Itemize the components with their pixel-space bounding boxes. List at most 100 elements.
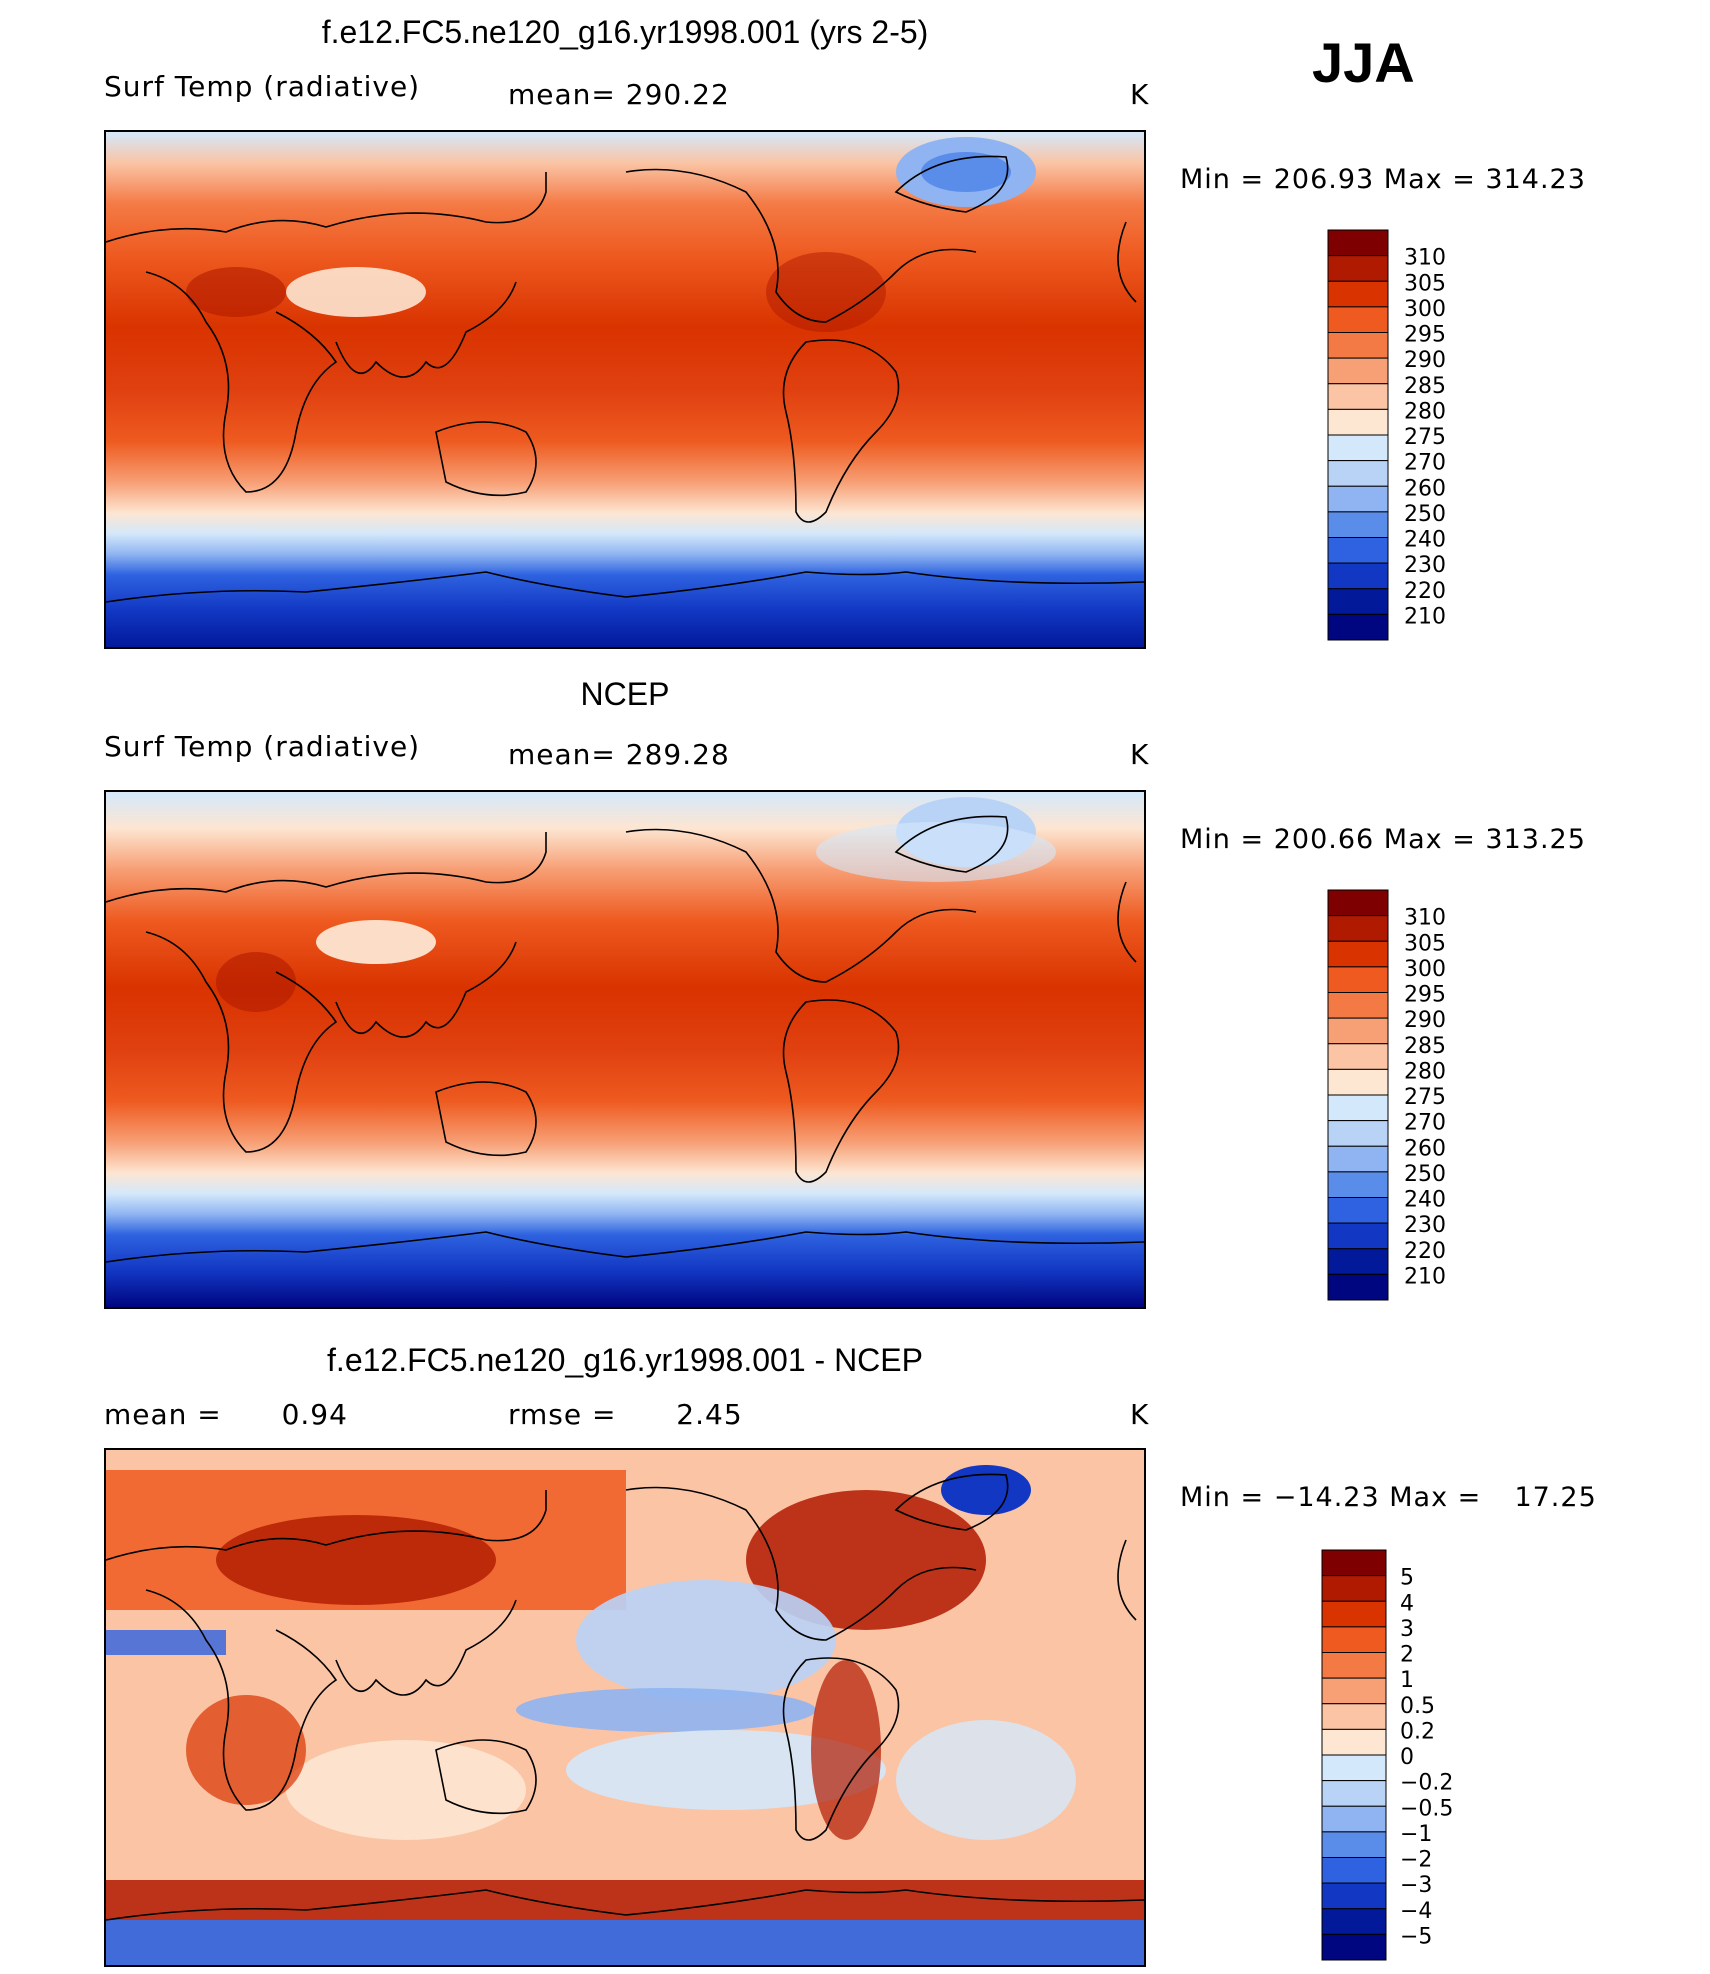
colorbar-tick-label: 300 bbox=[1404, 957, 1446, 982]
colorbar-tick-label: −4 bbox=[1400, 1899, 1432, 1924]
colorbar-swatch bbox=[1327, 1222, 1389, 1250]
panel-3-min-value: −14.23 bbox=[1273, 1482, 1380, 1513]
colorbar-swatch bbox=[1327, 511, 1389, 538]
colorbar-tick-label: −0.2 bbox=[1400, 1771, 1453, 1796]
panel-2-colorbar: 3103053002952902852802752702602502402302… bbox=[1327, 889, 1446, 1301]
colorbar-swatch bbox=[1321, 1549, 1387, 1577]
colorbar-swatch bbox=[1327, 889, 1389, 917]
colorbar-swatch bbox=[1327, 383, 1389, 410]
panel-1-min-value: 206.93 bbox=[1273, 164, 1375, 195]
colorbar-tick-label: 250 bbox=[1404, 502, 1446, 527]
panel-3-mean: mean = 0.94 bbox=[104, 1398, 348, 1431]
colorbar-swatch bbox=[1327, 357, 1389, 385]
colorbar-swatch bbox=[1321, 1652, 1387, 1679]
colorbar-tick-label: −2 bbox=[1400, 1848, 1432, 1873]
panel-1-title: f.e12.FC5.ne120_g16.yr1998.001 (yrs 2-5) bbox=[321, 14, 929, 50]
colorbar-swatch bbox=[1327, 588, 1389, 615]
colorbar-swatch bbox=[1321, 1754, 1387, 1782]
colorbar-swatch bbox=[1321, 1780, 1387, 1807]
colorbar-swatch bbox=[1327, 485, 1389, 513]
panel-3-max-value: 17.25 bbox=[1514, 1482, 1597, 1513]
colorbar-tick-label: 305 bbox=[1404, 931, 1446, 956]
colorbar-swatch bbox=[1327, 966, 1389, 993]
panel-3-rmse: rmse = 2.45 bbox=[508, 1398, 743, 1431]
colorbar-tick-label: 280 bbox=[1404, 399, 1446, 424]
panel-2-min-value: 200.66 bbox=[1273, 824, 1375, 855]
colorbar-tick-label: 1 bbox=[1400, 1668, 1414, 1693]
colorbar-swatch bbox=[1321, 1933, 1387, 1961]
panel-1-units: K bbox=[1130, 78, 1150, 111]
colorbar-swatch bbox=[1327, 332, 1389, 359]
colorbar-tick-label: 240 bbox=[1404, 1188, 1446, 1213]
colorbar-tick-label: 290 bbox=[1404, 348, 1446, 373]
colorbar-tick-label: 240 bbox=[1404, 528, 1446, 553]
panel-3-title: f.e12.FC5.ne120_g16.yr1998.001 - NCEP bbox=[327, 1342, 923, 1378]
colorbar-tick-label: 220 bbox=[1404, 1239, 1446, 1264]
panel-1-mean: mean= 290.22 bbox=[508, 78, 730, 111]
panel-1-min-label: Min = bbox=[1180, 164, 1265, 195]
panel-2-mean: mean= 289.28 bbox=[508, 738, 730, 771]
colorbar-tick-label: −5 bbox=[1400, 1924, 1432, 1949]
panel-3-map-svg bbox=[106, 1450, 1144, 1965]
colorbar-tick-label: 290 bbox=[1404, 1008, 1446, 1033]
panel-2-units: K bbox=[1130, 738, 1150, 771]
panel-1-colorbar: 3103053002952902852802752702602502402302… bbox=[1327, 229, 1446, 641]
panel-3-map bbox=[104, 1448, 1146, 1967]
colorbar-swatch bbox=[1321, 1703, 1387, 1730]
panel-1-minmax: Min = 206.93 Max = 314.23 bbox=[1180, 164, 1586, 195]
colorbar-swatch bbox=[1321, 1882, 1387, 1910]
colorbar-swatch bbox=[1327, 434, 1389, 462]
panel-1-mean-label: mean= bbox=[508, 78, 616, 111]
season-label: JJA bbox=[1312, 31, 1415, 94]
colorbar-tick-label: 230 bbox=[1404, 553, 1446, 578]
colorbar-tick-label: 285 bbox=[1404, 374, 1446, 399]
colorbar-swatch bbox=[1327, 1145, 1389, 1173]
colorbar-swatch bbox=[1327, 940, 1389, 968]
colorbar-tick-label: 285 bbox=[1404, 1034, 1446, 1059]
panel-2-title: NCEP bbox=[580, 676, 670, 712]
colorbar-tick-label: −1 bbox=[1400, 1822, 1432, 1847]
colorbar-swatch bbox=[1327, 613, 1389, 641]
colorbar-swatch bbox=[1327, 1171, 1389, 1198]
colorbar-tick-label: 275 bbox=[1404, 425, 1446, 450]
colorbar-swatch bbox=[1327, 280, 1389, 308]
panel-2-min-label: Min = bbox=[1180, 824, 1265, 855]
colorbar-swatch bbox=[1321, 1626, 1387, 1653]
colorbar-swatch bbox=[1327, 1068, 1389, 1096]
colorbar-tick-label: 295 bbox=[1404, 983, 1446, 1008]
colorbar-swatch bbox=[1327, 1120, 1389, 1147]
colorbar-tick-label: 260 bbox=[1404, 476, 1446, 501]
panel-1-variable: Surf Temp (radiative) bbox=[104, 70, 421, 103]
colorbar-swatch bbox=[1327, 229, 1389, 257]
colorbar-swatch bbox=[1327, 1273, 1389, 1301]
colorbar-tick-label: 310 bbox=[1404, 246, 1446, 271]
colorbar-swatch bbox=[1327, 408, 1389, 436]
panel-2-map bbox=[104, 790, 1146, 1309]
panel-3-rmse-value: 2.45 bbox=[676, 1398, 743, 1431]
colorbar-tick-label: −0.5 bbox=[1400, 1796, 1453, 1821]
colorbar-swatch bbox=[1321, 1728, 1387, 1756]
panel-1-map bbox=[104, 130, 1146, 649]
panel-3-mean-label: mean = bbox=[104, 1398, 222, 1431]
panel-3-max-label: Max = bbox=[1389, 1482, 1482, 1513]
colorbar-swatch bbox=[1327, 255, 1389, 282]
panel-1-map-svg bbox=[106, 132, 1144, 647]
colorbar-swatch bbox=[1327, 537, 1389, 564]
colorbar-tick-label: 4 bbox=[1400, 1591, 1414, 1616]
panel-2-max-label: Max = bbox=[1383, 824, 1476, 855]
colorbar-tick-label: 210 bbox=[1404, 604, 1446, 629]
colorbar-tick-label: 310 bbox=[1404, 906, 1446, 931]
colorbar-swatch bbox=[1327, 562, 1389, 590]
colorbar-tick-label: 295 bbox=[1404, 323, 1446, 348]
colorbar-tick-label: 210 bbox=[1404, 1264, 1446, 1289]
panel-2-map-svg bbox=[106, 792, 1144, 1307]
panel-3-minmax: Min = −14.23 Max = 17.25 bbox=[1180, 1482, 1597, 1513]
colorbar-tick-label: −3 bbox=[1400, 1873, 1432, 1898]
colorbar-tick-label: 0.5 bbox=[1400, 1694, 1435, 1719]
panel-2-minmax: Min = 200.66 Max = 313.25 bbox=[1180, 824, 1586, 855]
colorbar-tick-label: 280 bbox=[1404, 1059, 1446, 1084]
colorbar-tick-label: 230 bbox=[1404, 1213, 1446, 1238]
colorbar-swatch bbox=[1327, 915, 1389, 942]
colorbar-swatch bbox=[1321, 1805, 1387, 1833]
colorbar-swatch bbox=[1327, 1197, 1389, 1224]
